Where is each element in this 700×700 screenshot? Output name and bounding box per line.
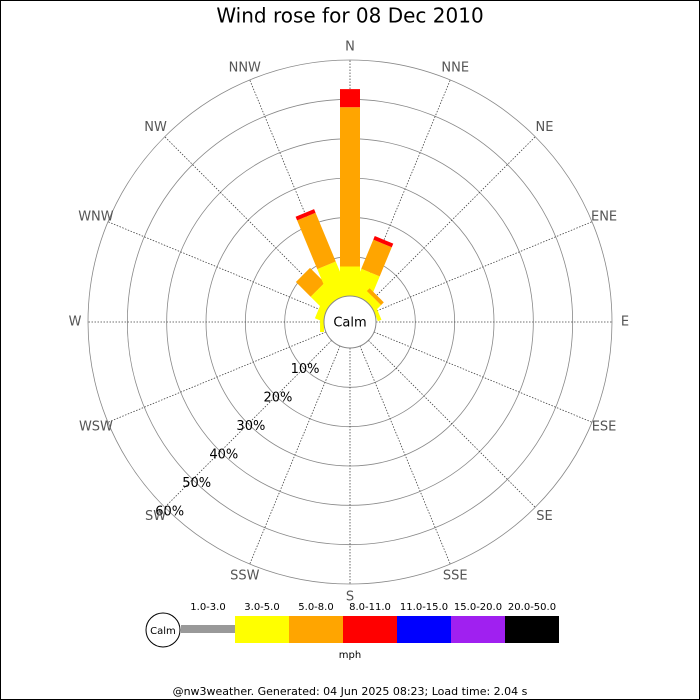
bar-segment <box>373 236 394 248</box>
direction-label: ENE <box>591 209 617 224</box>
footer: @nw3weather. Generated: 04 Jun 2025 08:2… <box>173 685 528 698</box>
spoke <box>368 340 536 508</box>
spoke <box>107 331 327 423</box>
legend-label: 20.0-50.0 <box>508 602 556 613</box>
spoke <box>359 345 451 565</box>
direction-label: SE <box>536 509 552 524</box>
grid-ring <box>87 59 613 585</box>
direction-label: SSW <box>230 569 260 584</box>
legend-label: 1.0-3.0 <box>190 602 225 613</box>
legend-calm-circle <box>145 612 181 648</box>
bar-segment <box>295 267 325 297</box>
bar-segment <box>361 290 382 311</box>
bar-segment <box>317 261 350 302</box>
legend-label: 15.0-20.0 <box>454 602 502 613</box>
spoke <box>373 331 593 423</box>
legend-label: 8.0-11.0 <box>349 602 391 613</box>
labels: 10% 20% 30% 40% 50% 60% N NNE NE ENE E ESE SE SSE S SSW… <box>69 40 630 605</box>
legend-swatch <box>181 625 235 633</box>
radial-tick-label: 60% <box>155 505 184 520</box>
bar-segment <box>295 209 316 221</box>
radial-tick-label: 20% <box>263 390 292 405</box>
legend-calm: Calm <box>150 626 176 637</box>
spoke <box>373 221 593 313</box>
direction-label: NNE <box>441 60 469 75</box>
legend-label: 11.0-15.0 <box>400 602 448 613</box>
spoke <box>368 136 536 304</box>
direction-label: WNW <box>78 209 114 224</box>
spoke <box>164 340 332 508</box>
direction-label: NW <box>144 120 167 135</box>
radial-tick-label: 30% <box>236 419 265 434</box>
bar-segment <box>370 301 382 322</box>
direction-label: E <box>621 315 629 330</box>
radial-tick-label: 50% <box>182 476 211 491</box>
direction-label: S <box>346 590 354 605</box>
legend-swatch <box>343 616 397 643</box>
chart-title: Wind rose for 08 Dec 2010 <box>216 4 483 28</box>
bar-segment <box>366 288 384 306</box>
direction-label: ESE <box>592 420 617 435</box>
spoke <box>249 345 341 565</box>
direction-label: SSE <box>443 569 468 584</box>
bar-segment <box>361 239 392 277</box>
bar-segment <box>340 89 360 108</box>
calm-circle <box>323 295 377 349</box>
legend-label: 3.0-5.0 <box>244 602 279 613</box>
direction-label: N <box>345 40 355 55</box>
radial-tick-label: 10% <box>291 362 320 377</box>
bars <box>295 89 394 332</box>
direction-label: SW <box>145 509 166 524</box>
legend-swatch <box>397 616 451 643</box>
direction-label: W <box>69 315 82 330</box>
legend-units: mph <box>339 650 361 661</box>
calm-label: Calm <box>333 316 366 331</box>
spoke <box>107 221 327 313</box>
legend-swatch <box>451 616 505 643</box>
direction-label: WSW <box>79 420 113 435</box>
direction-label: NE <box>535 120 553 135</box>
legend-label: 5.0-8.0 <box>298 602 333 613</box>
legend: Calm 1.0-3.0 3.0-5.0 5.0-8.0 8.0-11.0 11.0-1… <box>145 602 559 648</box>
direction-label: NNW <box>229 60 261 75</box>
bar-segment <box>340 107 360 267</box>
bar-segment <box>297 212 336 270</box>
legend-swatch <box>235 616 289 643</box>
legend-swatch <box>505 616 559 643</box>
legend-swatch <box>289 616 343 643</box>
radial-tick-label: 40% <box>209 447 238 462</box>
